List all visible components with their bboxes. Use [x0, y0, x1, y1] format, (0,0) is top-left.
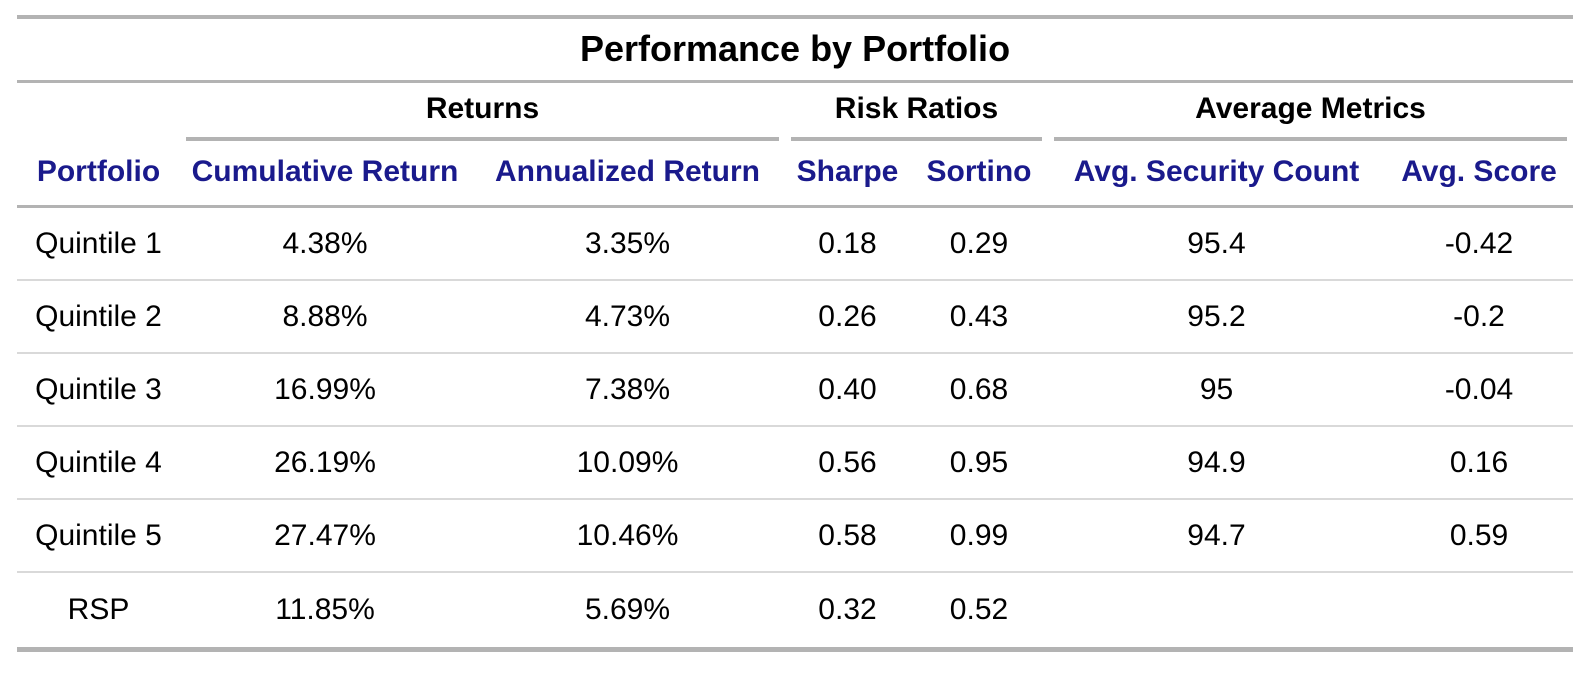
table-row-quintile-3: Quintile 3 16.99% 7.38% 0.40 0.68 95 -0.…: [17, 353, 1574, 427]
row-label: Quintile 4: [17, 426, 180, 500]
title-row: Performance by Portfolio: [17, 17, 1574, 83]
column-group-spacer: [17, 82, 180, 142]
row-label: Quintile 1: [17, 206, 180, 281]
table-cell: 4.73%: [470, 280, 785, 354]
column-header-avg-score: Avg. Score: [1385, 141, 1574, 208]
column-group-returns: Returns: [180, 82, 785, 141]
table-row-quintile-2: Quintile 2 8.88% 4.73% 0.26 0.43 95.2 -0…: [17, 280, 1574, 354]
table-cell: 11.85%: [180, 572, 470, 652]
column-group-row: Returns Risk Ratios Average Metrics: [17, 82, 1573, 142]
table-cell: 0.59: [1385, 499, 1574, 573]
table-cell: 7.38%: [470, 353, 785, 427]
row-label: Quintile 2: [17, 280, 180, 354]
table-cell: 27.47%: [180, 499, 470, 573]
table-cell: 0.16: [1385, 426, 1574, 500]
table-cell: 0.29: [910, 206, 1048, 281]
column-header-cumulative-return: Cumulative Return: [180, 141, 470, 208]
column-header-annualized-return: Annualized Return: [470, 141, 785, 208]
table-cell: 95: [1048, 353, 1385, 427]
table-cell: 95.2: [1048, 280, 1385, 354]
table-cell: 0.18: [785, 206, 910, 281]
table-cell: -0.2: [1385, 280, 1574, 354]
table-cell: 0.99: [910, 499, 1048, 573]
column-group-risk-ratios: Risk Ratios: [785, 82, 1048, 141]
table-cell: 95.4: [1048, 206, 1385, 281]
column-group-average-metrics-label: Average Metrics: [1054, 89, 1568, 141]
table-cell: 94.9: [1048, 426, 1385, 500]
column-header-row: Portfolio Cumulative Return Annualized R…: [17, 141, 1574, 208]
row-label: Quintile 3: [17, 353, 180, 427]
table-cell: 0.52: [910, 572, 1048, 652]
table-cell: 16.99%: [180, 353, 470, 427]
column-header-sharpe: Sharpe: [785, 141, 910, 208]
column-header-portfolio: Portfolio: [17, 141, 180, 208]
table-row-quintile-4: Quintile 4 26.19% 10.09% 0.56 0.95 94.9 …: [17, 426, 1574, 500]
table-cell: 0.40: [785, 353, 910, 427]
table-cell: 4.38%: [180, 206, 470, 281]
table-cell: [1385, 572, 1574, 652]
table-cell: -0.42: [1385, 206, 1574, 281]
table-cell: 0.95: [910, 426, 1048, 500]
column-header-sortino: Sortino: [910, 141, 1048, 208]
table-cell: 0.26: [785, 280, 910, 354]
table-cell: 0.56: [785, 426, 910, 500]
table-cell: 0.43: [910, 280, 1048, 354]
table-cell: 0.68: [910, 353, 1048, 427]
table-cell: 0.32: [785, 572, 910, 652]
table-cell: 26.19%: [180, 426, 470, 500]
column-group-average-metrics: Average Metrics: [1048, 82, 1573, 141]
table-title: Performance by Portfolio: [17, 17, 1574, 83]
table-cell: 94.7: [1048, 499, 1385, 573]
table-cell: 5.69%: [470, 572, 785, 652]
table-cell: [1048, 572, 1385, 652]
table-cell: 8.88%: [180, 280, 470, 354]
performance-table: Performance by Portfolio Returns Risk Ra…: [17, 15, 1574, 652]
table-cell: -0.04: [1385, 353, 1574, 427]
table-row-rsp: RSP 11.85% 5.69% 0.32 0.52: [17, 572, 1574, 652]
row-label: Quintile 5: [17, 499, 180, 573]
table-row-quintile-1: Quintile 1 4.38% 3.35% 0.18 0.29 95.4 -0…: [17, 206, 1574, 281]
table-cell: 10.09%: [470, 426, 785, 500]
table-cell: 0.58: [785, 499, 910, 573]
table-row-quintile-5: Quintile 5 27.47% 10.46% 0.58 0.99 94.7 …: [17, 499, 1574, 573]
column-header-avg-security-count: Avg. Security Count: [1048, 141, 1385, 208]
table-cell: 3.35%: [470, 206, 785, 281]
column-group-risk-ratios-label: Risk Ratios: [791, 89, 1042, 141]
row-label: RSP: [17, 572, 180, 652]
table-cell: 10.46%: [470, 499, 785, 573]
column-group-returns-label: Returns: [186, 89, 779, 141]
